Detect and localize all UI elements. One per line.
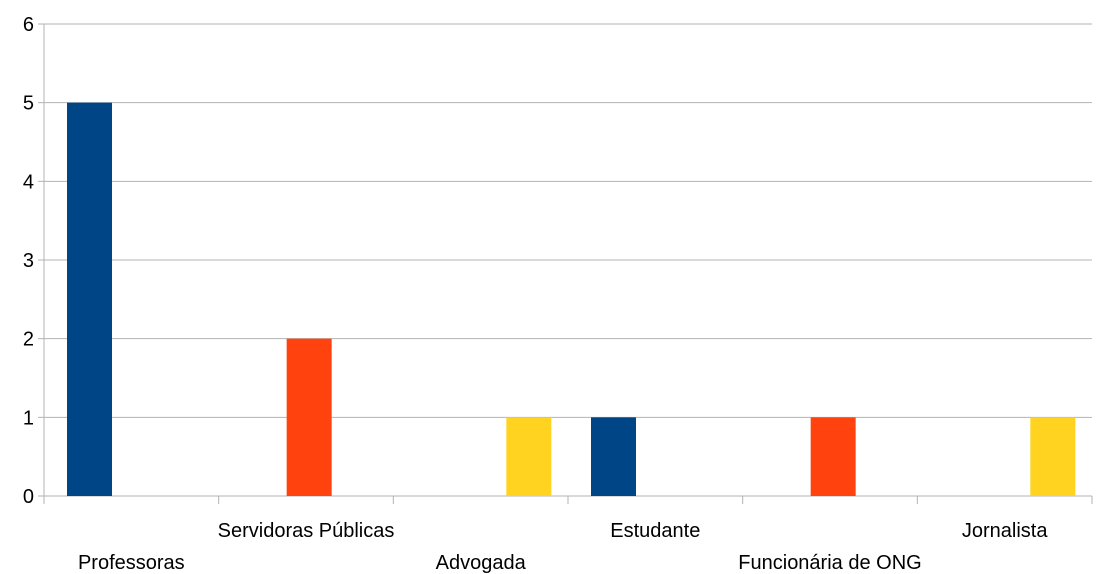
bar-2 <box>286 338 332 496</box>
bar-6 <box>1030 417 1076 496</box>
bar-5 <box>810 417 856 496</box>
y-tick-label: 1 <box>23 407 34 429</box>
y-tick-label: 2 <box>23 329 34 351</box>
y-tick-label: 3 <box>23 250 34 272</box>
y-axis: 0 1 2 3 4 5 6 <box>23 14 45 508</box>
x-category-label: Funcionária de ONG <box>738 552 921 574</box>
x-category-label: Servidoras Públicas <box>218 520 395 542</box>
category-labels: Professoras Servidoras Públicas Advogada Es… <box>78 520 1048 574</box>
y-tick-label: 0 <box>23 486 34 508</box>
y-tick-label: 5 <box>23 93 34 115</box>
bar-1 <box>67 102 112 497</box>
y-tick-label: 4 <box>23 171 34 193</box>
x-category-label: Estudante <box>610 520 700 542</box>
gridlines <box>44 23 1092 418</box>
x-category-label: Advogada <box>436 552 527 574</box>
y-tick-label: 6 <box>23 14 34 36</box>
bar-3 <box>506 417 552 496</box>
x-category-label: Professoras <box>78 552 185 574</box>
x-category-label: Jornalista <box>962 520 1048 542</box>
bar-4 <box>591 417 636 496</box>
x-axis <box>43 495 1093 504</box>
bars <box>67 102 1076 497</box>
